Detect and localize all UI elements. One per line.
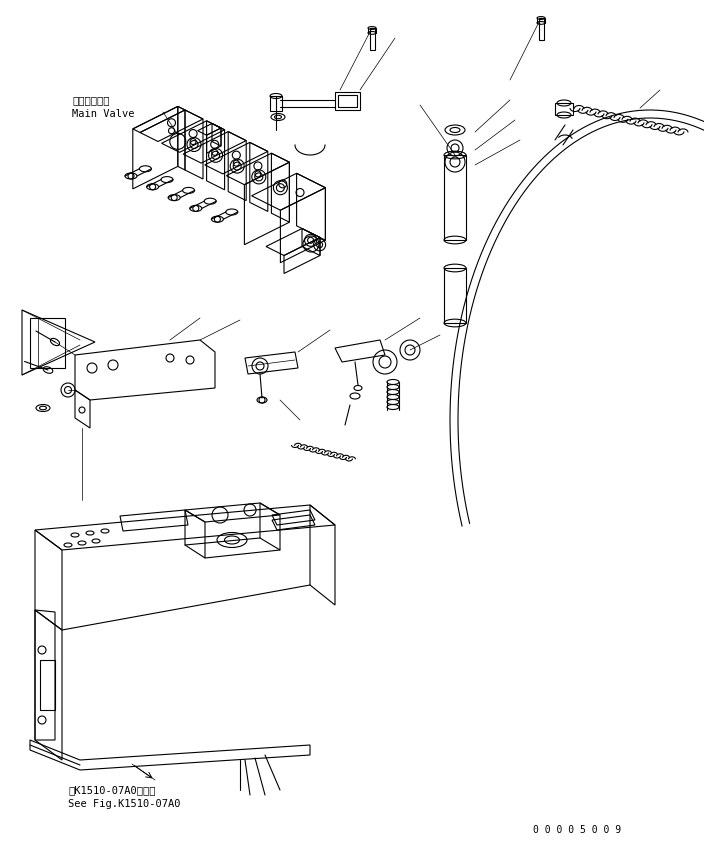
Text: メインバルブ: メインバルブ [72,95,110,105]
Bar [270,96,282,111]
Text: 0 0 0 0 5 0 0 9: 0 0 0 0 5 0 0 9 [533,825,621,835]
Text: 第K1510-07A0図参照: 第K1510-07A0図参照 [68,785,156,795]
Bar [444,155,466,240]
Text: Main Valve: Main Valve [72,109,134,119]
Bar [555,103,573,115]
Bar [370,28,375,50]
Text: See Fig.K1510-07A0: See Fig.K1510-07A0 [68,799,180,809]
Bar [40,660,55,710]
Bar [444,268,466,323]
Bar [338,95,357,107]
Bar [539,18,543,40]
Bar [335,92,360,110]
